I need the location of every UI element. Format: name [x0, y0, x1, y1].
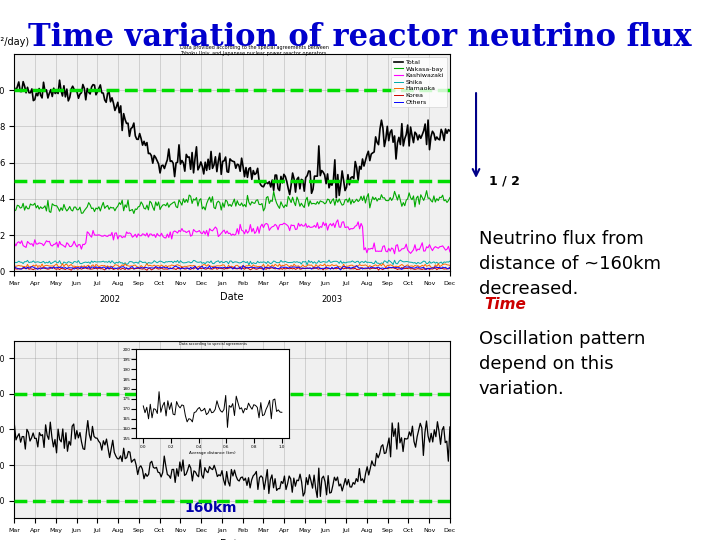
Korea [380, 265, 389, 272]
Shika [446, 258, 454, 264]
Total [380, 143, 389, 150]
Others [336, 267, 345, 273]
Text: Time variation of reactor neutrino flux: Time variation of reactor neutrino flux [28, 22, 692, 52]
Line: Hamaoka: Hamaoka [14, 264, 450, 268]
Line: Total: Total [14, 80, 450, 198]
Shika [396, 257, 405, 264]
Korea [271, 266, 279, 272]
Hamaoka [236, 265, 245, 272]
Wakasa-bay [269, 188, 278, 194]
Kashiwazaki [269, 223, 278, 230]
Text: 2002: 2002 [99, 295, 121, 304]
Line: Kashiwazaki: Kashiwazaki [14, 220, 450, 254]
Text: (ν̅₁₂ /cm²/day): (ν̅₁₂ /cm²/day) [0, 37, 30, 46]
Wakasa-bay [423, 187, 431, 194]
Total [269, 187, 278, 194]
Shika [269, 258, 278, 264]
Kashiwazaki [408, 248, 416, 255]
Wakasa-bay [379, 195, 387, 201]
Text: Neutrino flux from
distance of ~160km
decreased.

Oscillation pattern
depend on : Neutrino flux from distance of ~160km de… [479, 231, 661, 399]
Korea [279, 265, 288, 271]
Total [271, 172, 279, 178]
Hamaoka [271, 261, 279, 267]
Hamaoka [269, 264, 278, 270]
Korea [143, 267, 151, 273]
Others [12, 265, 20, 271]
Kashiwazaki [390, 251, 399, 257]
Others [239, 262, 248, 269]
Shika [268, 259, 276, 266]
Shika [276, 257, 285, 264]
Wakasa-bay [278, 202, 287, 208]
Text: Time: Time [485, 298, 526, 313]
Shika [12, 259, 20, 266]
Kashiwazaki [12, 242, 20, 249]
Total [446, 128, 454, 134]
Wakasa-bay [10, 208, 19, 214]
Wakasa-bay [446, 194, 454, 201]
Korea [178, 264, 186, 270]
Others [380, 266, 389, 272]
Wakasa-bay [130, 210, 138, 217]
Total [55, 77, 64, 83]
Hamaoka [446, 262, 454, 268]
Total [278, 180, 287, 186]
Legend: Total, Wakasa-bay, Kashiwazaki, Shika, Hamaoka, Korea, Others: Total, Wakasa-bay, Kashiwazaki, Shika, H… [392, 57, 447, 107]
Korea [12, 266, 20, 272]
Others [408, 265, 416, 271]
Text: Data provided according to the special agreements between
Tohoku Univ. and Japan: Data provided according to the special a… [180, 45, 329, 56]
Others [269, 265, 278, 272]
Wakasa-bay [12, 207, 20, 213]
Korea [408, 265, 416, 272]
Kashiwazaki [10, 240, 19, 246]
Kashiwazaki [276, 221, 285, 228]
Text: 2003: 2003 [322, 295, 343, 304]
Wakasa-bay [271, 195, 279, 202]
Line: Wakasa-bay: Wakasa-bay [14, 191, 450, 213]
Text: 190km: 190km [228, 380, 280, 394]
Total [332, 194, 341, 201]
Shika [303, 262, 312, 268]
Others [271, 264, 279, 271]
X-axis label: Date: Date [220, 539, 244, 540]
Total [10, 84, 19, 91]
Hamaoka [379, 260, 387, 267]
Hamaoka [12, 263, 20, 269]
Shika [379, 260, 387, 267]
Others [10, 263, 19, 269]
Hamaoka [278, 262, 287, 268]
Text: 1 / 2: 1 / 2 [489, 174, 520, 187]
Total [12, 87, 20, 94]
Total [408, 132, 416, 139]
Korea [446, 265, 454, 272]
Others [446, 264, 454, 271]
Korea [272, 265, 281, 272]
Kashiwazaki [333, 217, 342, 223]
Hamaoka [10, 262, 19, 269]
Others [278, 264, 287, 271]
Text: 160km: 160km [184, 501, 237, 515]
Line: Shika: Shika [14, 260, 450, 265]
Korea [10, 265, 19, 272]
Shika [10, 259, 19, 265]
Line: Others: Others [14, 266, 450, 270]
X-axis label: Date: Date [220, 292, 244, 302]
Kashiwazaki [446, 248, 454, 255]
Shika [408, 259, 416, 266]
Hamaoka [380, 262, 389, 269]
Wakasa-bay [406, 194, 415, 201]
Kashiwazaki [268, 224, 276, 230]
Hamaoka [408, 262, 416, 269]
Kashiwazaki [379, 243, 387, 249]
Line: Korea: Korea [14, 267, 450, 270]
